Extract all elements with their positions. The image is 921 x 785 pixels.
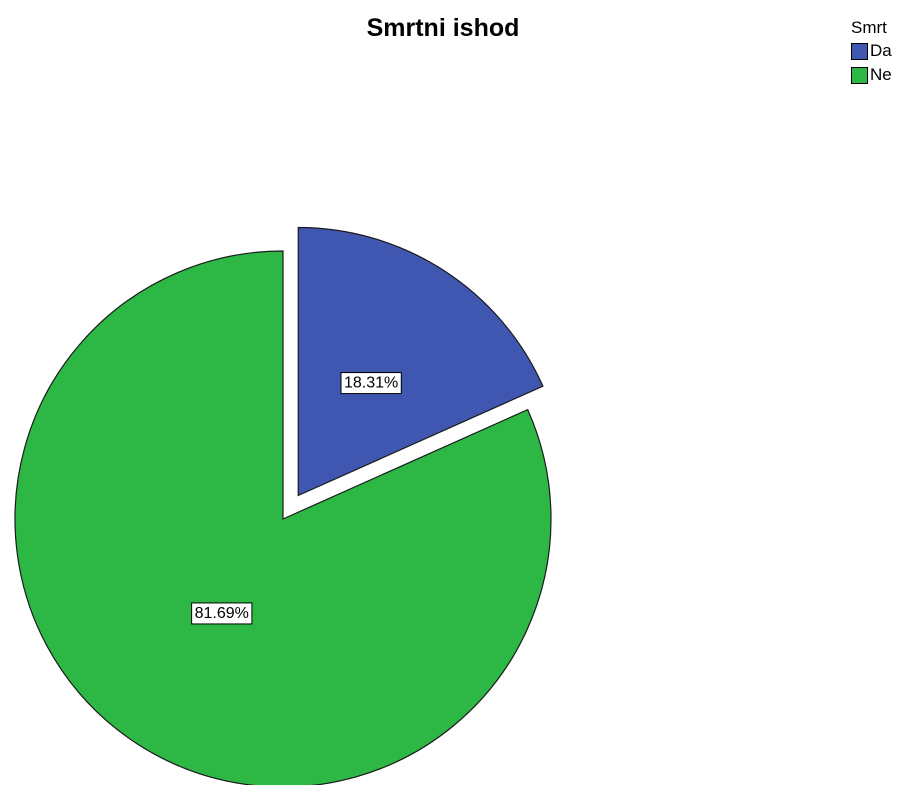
legend-item-da: Da — [851, 39, 892, 63]
legend-label-ne: Ne — [870, 65, 892, 84]
legend-swatch-da — [851, 42, 868, 60]
legend-title: Smrt — [851, 18, 887, 37]
pie-label-text-da: 18.31% — [344, 375, 398, 392]
pie-label-box-da — [340, 372, 402, 395]
pie-slice-da — [297, 226, 544, 497]
pie-label-ne: 81.69% — [191, 602, 253, 625]
pie-label-box-ne — [191, 602, 253, 625]
pie-slice-ne — [14, 250, 552, 785]
legend-swatch-ne — [851, 66, 868, 84]
chart-title: Smrtni ishod — [366, 14, 520, 42]
pie-label-da: 18.31% — [340, 372, 402, 395]
legend-item-ne: Ne — [851, 63, 892, 87]
legend-label-da: Da — [870, 41, 892, 60]
legend: Smrt Da Ne — [851, 18, 892, 87]
pie-label-text-ne: 81.69% — [195, 605, 249, 622]
